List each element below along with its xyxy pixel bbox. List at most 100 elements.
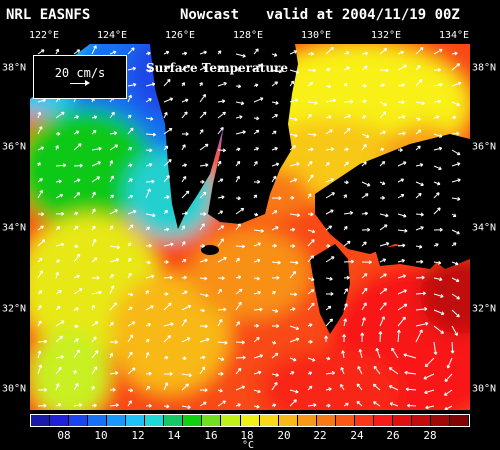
current-vector (451, 277, 460, 283)
current-vector (109, 111, 115, 119)
current-vector (415, 329, 423, 343)
current-vector (325, 147, 335, 152)
vector-scale-arrow (70, 80, 90, 86)
current-vector (199, 293, 209, 298)
current-vector (145, 132, 156, 137)
colorbar-swatch (373, 415, 393, 426)
current-vector (289, 307, 296, 312)
current-vector (271, 260, 281, 265)
current-vector (181, 144, 186, 151)
current-vector (307, 193, 312, 199)
field-title: Surface Temperature (146, 61, 289, 75)
current-vector (361, 302, 367, 311)
current-vector (37, 257, 43, 263)
current-vector (307, 100, 318, 105)
current-vector (199, 276, 208, 281)
current-vector (433, 146, 443, 151)
current-vector (109, 340, 118, 345)
current-vector (199, 66, 207, 71)
current-vector (325, 318, 333, 327)
current-vector (307, 160, 313, 167)
current-vector (73, 163, 83, 168)
current-vector (415, 101, 425, 106)
current-vector (235, 367, 242, 375)
current-vector (127, 351, 133, 359)
current-vector (217, 318, 223, 327)
japan-honshu (315, 134, 470, 269)
current-vector (163, 227, 170, 232)
current-vector (379, 302, 387, 311)
current-vector (433, 192, 440, 199)
current-vector (307, 81, 314, 87)
current-vector (325, 256, 335, 263)
current-vector (109, 352, 114, 359)
current-vector (307, 277, 315, 282)
current-vector (253, 116, 260, 121)
current-vector (325, 371, 336, 375)
current-vector (181, 304, 192, 311)
current-vector (235, 355, 246, 360)
current-vector (91, 238, 97, 247)
current-vector (199, 163, 209, 168)
current-vector (325, 46, 334, 55)
current-vector (343, 210, 354, 215)
current-vector (127, 334, 134, 343)
current-vector (253, 370, 262, 375)
current-vector (235, 67, 242, 72)
current-vector (451, 63, 461, 71)
current-vector (55, 305, 61, 311)
current-vector (271, 196, 282, 201)
current-vector (358, 348, 363, 359)
current-vector (181, 373, 192, 378)
current-vector (415, 212, 424, 217)
current-vector (325, 161, 330, 167)
lat-tick-right: 32°N (472, 303, 497, 315)
current-vector (451, 162, 461, 167)
current-vector (109, 285, 115, 295)
current-vector (127, 163, 133, 168)
current-vector (388, 367, 399, 375)
current-vector (307, 357, 316, 362)
current-vector (379, 224, 388, 231)
current-vector (55, 271, 60, 279)
current-vector (253, 354, 264, 359)
current-vector (325, 387, 332, 392)
current-vector (91, 129, 97, 135)
current-vector (451, 242, 457, 247)
current-vector (451, 229, 460, 235)
current-vector (451, 81, 462, 87)
current-vector (325, 67, 331, 72)
current-vector (289, 98, 299, 103)
current-vector (361, 241, 367, 247)
current-vector (325, 209, 334, 215)
current-vector (343, 147, 349, 152)
colorbar-swatch (430, 415, 451, 426)
current-vector (307, 68, 317, 73)
current-vector (360, 332, 365, 343)
current-vector (127, 82, 137, 87)
current-vector (127, 242, 132, 247)
current-vector (415, 259, 424, 264)
current-vector (361, 115, 367, 119)
current-vector (109, 50, 117, 55)
current-vector (415, 181, 424, 187)
current-vector (127, 321, 136, 327)
current-vector (73, 115, 80, 120)
current-vector (444, 405, 453, 410)
current-vector (361, 99, 367, 104)
current-vector (163, 97, 174, 103)
colorbar-tick-label: 14 (167, 429, 181, 442)
current-vector (55, 145, 59, 151)
current-vector (450, 341, 455, 354)
current-vector (343, 127, 351, 135)
current-vector (217, 256, 227, 263)
current-vector (325, 178, 335, 183)
current-vector (253, 229, 264, 233)
current-vector (127, 400, 132, 407)
current-vector (253, 64, 262, 71)
colorbar-swatch (50, 415, 70, 426)
current-vector (181, 259, 187, 263)
current-vector (415, 321, 429, 327)
current-vector (379, 242, 390, 247)
current-vector (109, 225, 114, 231)
